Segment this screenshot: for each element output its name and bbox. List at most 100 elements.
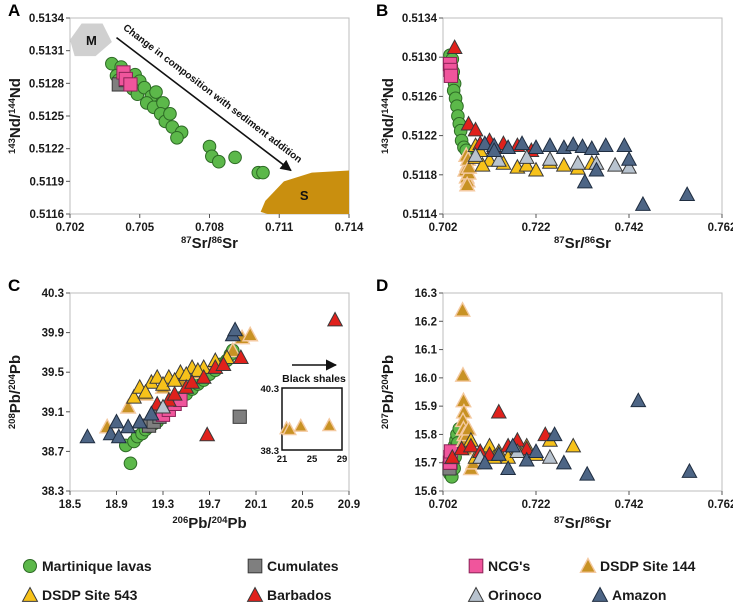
- point-amazon: [574, 138, 591, 154]
- series-amazon: [476, 135, 696, 211]
- legend-label: DSDP Site 543: [42, 587, 138, 603]
- legend-item-cumulates: Cumulates: [247, 558, 339, 574]
- point-amazon: [504, 437, 521, 453]
- y-tick-label: 0.5126: [402, 91, 437, 103]
- point-amazon: [634, 195, 652, 211]
- point-amazon: [555, 454, 572, 470]
- legend-label: Cumulates: [267, 558, 339, 574]
- x-tick-label: 0.705: [125, 222, 154, 234]
- point-amazon: [226, 321, 244, 337]
- point-barbados: [215, 355, 232, 371]
- x-tick-label: 0.711: [265, 222, 294, 234]
- legend-marker-barbados: [246, 586, 264, 602]
- x-axis-label: 87Sr/86Sr: [181, 235, 238, 253]
- point-amazon: [527, 443, 545, 459]
- point-amazon: [143, 405, 160, 421]
- point-orinoco: [541, 448, 559, 464]
- point-martinique: [256, 165, 270, 180]
- point-amazon: [679, 186, 696, 202]
- point-amazon: [490, 445, 507, 461]
- y-tick-label: 15.6: [415, 486, 437, 498]
- point-amazon: [476, 135, 493, 151]
- y-axis-label: 143Nd/144Nd: [7, 78, 25, 154]
- inset-title: Black shales: [282, 373, 346, 385]
- point-amazon: [597, 137, 614, 153]
- point-amazon: [576, 173, 593, 189]
- composition-arrow: [116, 36, 292, 172]
- y-tick-label: 0.5134: [402, 13, 438, 25]
- y-tick-label: 0.5118: [402, 170, 437, 182]
- inset-point-dsdp144: [282, 421, 297, 436]
- y-tick-label: 15.7: [415, 458, 437, 470]
- region-m: [70, 23, 112, 57]
- y-tick-label: 38.3: [42, 486, 64, 498]
- point-dsdp144: [454, 366, 472, 382]
- legend-item-dsdp543: DSDP Site 543: [21, 586, 138, 603]
- point-amazon: [486, 142, 503, 157]
- point-martinique: [212, 154, 226, 169]
- x-tick-label: 0.722: [522, 499, 551, 511]
- point-barbados: [460, 115, 477, 131]
- y-tick-label: 40.3: [42, 288, 64, 300]
- legend-marker-dsdp543: [21, 586, 39, 602]
- y-tick-label: 39.1: [42, 407, 65, 419]
- legend-item-martinique: Martinique lavas: [23, 558, 152, 574]
- panel-d: D 0.702 0.722 0.742 0.762 15.6 15.7 15.8 15.9 16.…: [376, 276, 733, 532]
- inset-x-tick: 21: [277, 454, 288, 465]
- x-axis-label: 87Sr/86Sr: [554, 515, 611, 533]
- point-dsdp144: [241, 325, 259, 342]
- x-tick-label: 0.708: [195, 222, 224, 234]
- legend-item-barbados: Barbados: [246, 586, 332, 603]
- series-amazon: [476, 392, 698, 481]
- legend-marker-dsdp144: [579, 557, 597, 574]
- point-amazon: [500, 460, 517, 476]
- region-label: M: [86, 33, 97, 48]
- legend-label: DSDP Site 144: [600, 558, 696, 574]
- point-dsdp543: [154, 375, 172, 391]
- x-tick-label: 18.9: [105, 499, 127, 511]
- legend-label: Martinique lavas: [42, 558, 152, 574]
- point-amazon: [620, 150, 638, 166]
- legend-label: Orinoco: [488, 587, 542, 603]
- point-martinique: [149, 85, 163, 99]
- point-amazon: [681, 462, 698, 478]
- x-tick-label: 20.9: [338, 499, 360, 511]
- y-axis-label: 207Pb/204Pb: [380, 355, 398, 429]
- point-dsdp543: [125, 388, 143, 404]
- black-shales-inset: Black shales 21 25 29 40.3 38.3: [261, 359, 347, 465]
- panel-b: B 0.702 0.722 0.742 0.762 0.5114 0.5118 0.5122 0…: [376, 1, 733, 252]
- panel-c: C 18.5 18.9 19.3 19.7 20.1 20.5 20.9 38.3 38.7 39.…: [7, 276, 361, 532]
- y-tick-label: 15.9: [415, 401, 437, 413]
- y-tick-label: 0.5125: [29, 111, 65, 123]
- point-amazon: [546, 426, 563, 442]
- point-dsdp144: [454, 301, 471, 317]
- point-barbados: [467, 121, 484, 137]
- inset-y-tick: 38.3: [261, 446, 280, 457]
- point-dsdp543: [518, 156, 535, 172]
- x-tick-label: 0.702: [429, 222, 458, 234]
- point-barbados: [462, 437, 479, 453]
- point-amazon: [588, 161, 605, 177]
- region-label: S: [300, 188, 309, 203]
- y-tick-label: 0.5119: [29, 176, 64, 188]
- y-axis-label: 208Pb/204Pb: [7, 355, 25, 429]
- legend-marker-cumulates: [247, 558, 263, 574]
- point-amazon: [476, 454, 493, 470]
- x-tick-label: 0.762: [708, 499, 733, 511]
- y-axis-label: 143Nd/144Nd: [380, 78, 398, 154]
- y-tick-label: 16.3: [415, 288, 437, 300]
- point-barbados: [195, 368, 212, 384]
- point-cumulates: [232, 409, 247, 424]
- y-tick-label: 39.5: [42, 367, 65, 379]
- legend-marker-orinoco: [467, 586, 485, 602]
- point-amazon: [518, 451, 535, 467]
- point-martinique: [170, 130, 184, 145]
- panel-letter: D: [376, 276, 388, 295]
- point-dsdp144: [458, 175, 476, 192]
- y-tick-label: 0.5134: [29, 13, 65, 25]
- series-dsdp144: [454, 301, 482, 476]
- point-martinique: [123, 456, 138, 471]
- legend-marker-amazon: [591, 586, 609, 602]
- point-martinique: [163, 107, 177, 121]
